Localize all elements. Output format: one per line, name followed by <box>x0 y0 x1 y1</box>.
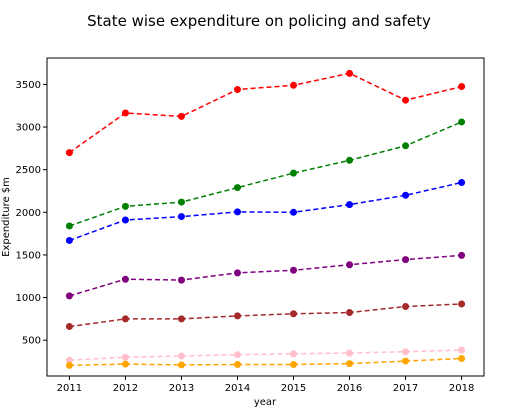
data-point <box>65 356 73 364</box>
y-tick-label: 3500 <box>16 80 41 91</box>
plot-area <box>46 57 485 377</box>
data-point <box>233 312 241 320</box>
x-axis-label: year <box>254 397 277 408</box>
data-point <box>458 178 466 186</box>
series-3 <box>65 178 466 244</box>
y-tick-label: 1000 <box>16 293 41 304</box>
data-point <box>65 292 73 300</box>
data-point <box>290 350 298 358</box>
data-point <box>458 83 466 91</box>
y-tick-label: 500 <box>22 336 41 347</box>
x-tick-label: 2016 <box>337 383 362 394</box>
data-point <box>402 96 410 104</box>
data-point <box>121 360 129 368</box>
y-axis: 500 1000 1500 2000 2500 3000 3500 <box>16 80 47 347</box>
data-point <box>458 118 466 126</box>
data-point <box>346 308 354 316</box>
data-point <box>402 348 410 356</box>
data-point <box>233 208 241 216</box>
data-point <box>65 149 73 157</box>
data-point <box>177 315 185 323</box>
data-point <box>233 86 241 94</box>
data-point <box>121 315 129 323</box>
data-point <box>346 201 354 209</box>
y-axis-label: Expenditure $m <box>1 177 12 257</box>
data-point <box>177 213 185 221</box>
data-point <box>402 191 410 199</box>
series-7 <box>65 355 466 369</box>
y-tick-label: 3000 <box>16 123 41 134</box>
data-point <box>121 216 129 224</box>
x-tick-label: 2012 <box>113 383 138 394</box>
data-point <box>402 357 410 365</box>
data-point <box>402 142 410 150</box>
series-line <box>69 357 462 367</box>
series-4 <box>65 251 466 300</box>
data-point <box>233 184 241 192</box>
data-point <box>177 112 185 120</box>
data-point <box>458 355 466 363</box>
data-point <box>177 352 185 360</box>
x-axis: 2011 2012 2013 2014 2015 2016 2017 2018 <box>57 376 474 394</box>
x-tick-label: 2011 <box>57 383 82 394</box>
series-layer <box>65 69 466 369</box>
data-point <box>233 351 241 359</box>
data-point <box>121 202 129 210</box>
data-point <box>290 266 298 274</box>
series-line <box>69 349 462 361</box>
data-point <box>402 256 410 264</box>
data-point <box>65 361 73 369</box>
data-point <box>346 360 354 368</box>
data-point <box>233 269 241 277</box>
data-point <box>290 81 298 89</box>
series-line <box>69 303 462 328</box>
data-point <box>458 251 466 259</box>
x-tick-label: 2018 <box>449 383 474 394</box>
data-point <box>121 353 129 361</box>
y-tick-label: 2000 <box>16 208 41 219</box>
series-line <box>69 254 462 297</box>
x-tick-label: 2015 <box>281 383 306 394</box>
data-point <box>65 323 73 331</box>
data-point <box>290 360 298 368</box>
series-line <box>69 121 462 227</box>
x-tick-label: 2014 <box>225 383 250 394</box>
data-point <box>346 69 354 77</box>
data-point <box>290 169 298 177</box>
series-6 <box>65 346 466 364</box>
data-point <box>290 208 298 216</box>
data-point <box>177 198 185 206</box>
data-point <box>346 156 354 164</box>
data-point <box>233 360 241 368</box>
series-5 <box>65 300 466 331</box>
data-point <box>121 275 129 283</box>
series-2 <box>65 118 466 230</box>
data-point <box>65 236 73 244</box>
series-line <box>69 181 462 242</box>
x-tick-label: 2017 <box>393 383 418 394</box>
series-line <box>68 72 462 154</box>
x-tick-label: 2013 <box>169 383 194 394</box>
data-point <box>177 361 185 369</box>
series-1 <box>65 69 466 157</box>
y-tick-label: 2500 <box>16 165 41 176</box>
data-point <box>346 349 354 357</box>
data-point <box>177 276 185 284</box>
data-point <box>402 303 410 311</box>
data-point <box>346 261 354 269</box>
y-tick-label: 1500 <box>16 250 41 261</box>
chart-title: State wise expenditure on policing and s… <box>87 12 431 30</box>
data-point <box>458 346 466 354</box>
data-point <box>458 300 466 308</box>
data-point <box>121 109 129 117</box>
data-point <box>65 222 73 230</box>
data-point <box>290 310 298 318</box>
